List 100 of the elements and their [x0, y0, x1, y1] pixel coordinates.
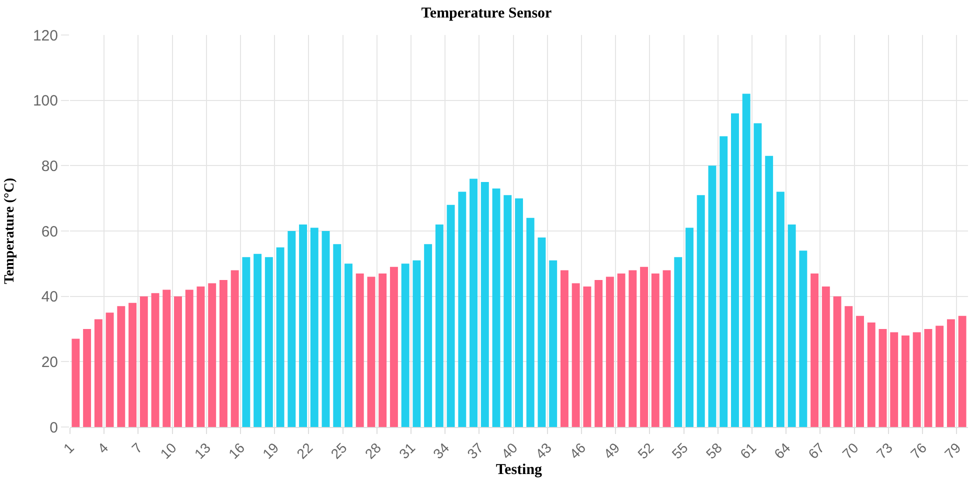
x-tick-label: 37 [464, 439, 486, 462]
bar [356, 273, 364, 427]
bar [470, 178, 478, 427]
x-tick-label: 4 [94, 439, 112, 456]
bar [378, 273, 387, 427]
bar [526, 218, 534, 427]
x-tick-label: 64 [770, 439, 794, 462]
y-tick-label: 80 [41, 158, 58, 175]
bar [912, 332, 921, 427]
bar [106, 312, 114, 427]
y-tick-label: 60 [41, 223, 58, 240]
y-tick-label: 20 [41, 354, 58, 371]
bar [822, 286, 830, 427]
x-tick-label: 46 [566, 439, 589, 462]
x-tick-label: 1 [60, 439, 78, 456]
x-tick-label: 10 [157, 439, 180, 462]
x-tick-label: 73 [873, 439, 896, 462]
bar [958, 316, 966, 427]
bar [833, 296, 842, 427]
bar [844, 306, 853, 427]
bar [344, 264, 352, 427]
bar [322, 231, 330, 427]
bar [140, 296, 148, 427]
bar [890, 332, 898, 427]
bar [754, 123, 762, 427]
bar [72, 338, 80, 427]
bar [902, 336, 910, 427]
x-tick-label: 7 [128, 439, 146, 456]
bar [708, 166, 716, 427]
bar [492, 188, 500, 427]
y-axis-title: Temperature (°C) [2, 178, 18, 284]
x-tick-label: 34 [430, 439, 452, 462]
bar [617, 273, 626, 427]
bar [435, 224, 444, 427]
bar [276, 247, 284, 427]
x-tick-label: 70 [839, 439, 862, 462]
bar [230, 270, 239, 427]
bar [128, 302, 136, 427]
x-tick-label: 43 [532, 439, 555, 462]
bar [560, 270, 568, 427]
x-tick-label: 52 [634, 439, 657, 462]
bar [731, 113, 739, 427]
bar [936, 326, 944, 427]
bar [219, 280, 228, 427]
bar [185, 290, 194, 427]
bar [390, 266, 398, 427]
bar [333, 244, 342, 427]
x-axis-title: Testing [496, 462, 543, 478]
x-tick-label: 49 [600, 439, 623, 462]
bar [810, 273, 819, 427]
x-tick-label: 55 [668, 439, 692, 462]
y-tick-label: 120 [32, 27, 58, 44]
bar [208, 283, 216, 427]
bar [606, 276, 614, 427]
bar [162, 290, 171, 427]
x-tick-label: 25 [328, 439, 350, 462]
x-tick-label: 28 [362, 439, 384, 462]
chart-title: Temperature Sensor [421, 6, 552, 22]
bar [788, 224, 796, 427]
x-tick-label: 19 [259, 439, 282, 462]
bar [878, 329, 887, 427]
bar [242, 257, 250, 427]
bar [264, 257, 273, 427]
bar [946, 319, 955, 427]
bar [720, 136, 728, 427]
bar [628, 270, 637, 427]
bar [117, 306, 126, 427]
bar [367, 276, 376, 427]
bar [549, 260, 558, 427]
bar [572, 283, 580, 427]
bar [538, 238, 546, 427]
bar [310, 228, 318, 427]
bar [651, 273, 660, 427]
bar [504, 195, 512, 427]
x-tick-label: 67 [804, 439, 828, 462]
bar [696, 195, 705, 427]
x-tick-label: 22 [293, 439, 316, 462]
y-tick-label: 40 [41, 288, 58, 306]
bar [765, 156, 774, 427]
bar [299, 224, 307, 427]
bar [458, 192, 466, 427]
bar [254, 254, 262, 427]
x-tick-label: 13 [191, 439, 214, 462]
x-tick-label: 31 [396, 439, 418, 462]
bar [83, 329, 92, 427]
bar [583, 286, 592, 427]
bar [424, 244, 432, 427]
x-tick-label: 79 [941, 439, 964, 462]
bar [662, 270, 671, 427]
x-tick-label: 61 [736, 439, 760, 462]
bar [412, 260, 421, 427]
bar [742, 94, 750, 427]
y-tick-label: 100 [32, 92, 58, 110]
bar [924, 329, 932, 427]
bar [515, 198, 523, 427]
bar [686, 228, 694, 427]
bar [480, 182, 489, 427]
x-tick-label: 58 [702, 439, 726, 462]
bar [446, 204, 455, 427]
bar [799, 250, 808, 427]
